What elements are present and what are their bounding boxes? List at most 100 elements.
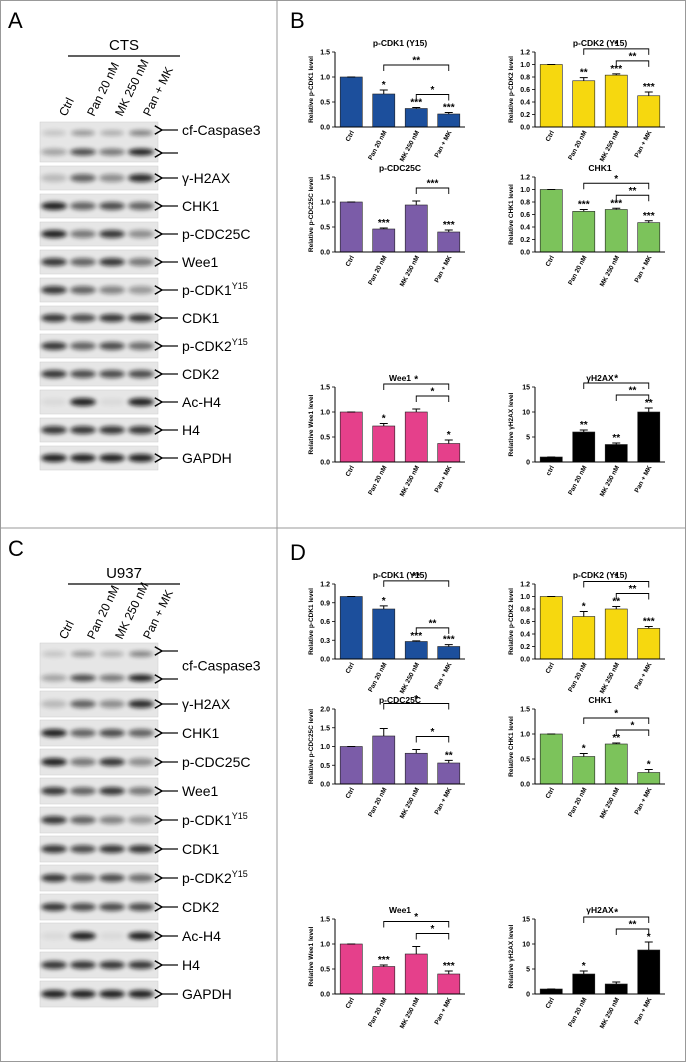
y-tick-label: 0.5 [320,435,330,442]
bar [404,108,428,128]
y-axis-label: Relative Wee1 level [308,394,315,454]
bracket-label: * [414,694,418,705]
x-tick-label: MK 250 nM [399,787,421,820]
band-name: H4 [182,957,200,973]
band [41,787,67,795]
bracket-label: ** [412,571,420,582]
x-tick-label: Pan 20 nM [367,130,388,162]
y-axis-label: Relative γH2AX level [508,924,515,988]
band-name: CHK1 [182,198,220,214]
significance: *** [410,98,422,109]
x-tick-label: Pan + MK [634,786,654,816]
band [128,148,154,156]
band-label: CHK1 [182,198,220,214]
band [41,454,67,462]
band [71,651,95,657]
band-name: p-CDC25C [182,226,250,242]
band-name: CHK1 [182,725,220,741]
bar [572,80,596,128]
significance: ** [580,68,588,79]
significance: *** [378,218,390,229]
band [128,990,154,998]
x-tick-label: Ctrl [545,786,557,799]
band-name: p-CDK1 [182,812,232,828]
band-label: Wee1 [182,783,219,799]
band-superscript: Y15 [232,281,248,291]
x-tick-label: Pan + MK [434,786,454,816]
significance: *** [610,198,622,209]
band-name: γ-H2AX [182,696,231,712]
y-tick-label: 1.2 [320,582,330,589]
band-label: GAPDH [182,986,232,1002]
bracket [383,580,450,587]
bar [339,596,363,660]
significance: *** [443,220,455,231]
band-name: cf-Caspase3 [182,658,261,674]
y-tick-label: 0.4 [520,632,530,639]
band [99,286,125,294]
band [128,874,154,882]
cell-line: U937 [106,565,142,582]
y-tick-label: 0.3 [320,638,330,645]
band-label: CHK1 [182,725,220,741]
bracket-label: ** [412,56,420,67]
x-tick-label: Ctrl [545,129,557,142]
band-name: CDK2 [182,899,220,915]
x-tick-label: MK 250 nM [399,662,421,695]
band-name: p-CDC25C [182,754,250,770]
x-tick-label: Ctrl [345,464,357,477]
y-axis-label: Relative p-CDC25C level [308,709,315,784]
bar [539,64,563,128]
y-tick-label: 0.2 [520,237,530,244]
band [99,787,125,795]
band-label: cf-Caspase3 [182,658,261,674]
band [100,651,124,657]
bar [604,209,628,253]
bracket [583,581,650,588]
chart-title: p-CDK1 (Y15) [373,570,427,580]
x-tick-label: MK 250 nM [599,787,621,820]
significance: * [382,596,386,607]
bar [437,113,461,128]
band [41,342,67,350]
band-name: cf-Caspase3 [182,122,261,138]
band [41,903,67,911]
band [70,426,96,434]
bracket-label: * [414,912,418,923]
band-label: p-CDC25C [182,754,250,770]
bar [539,189,563,253]
band [70,174,96,182]
y-tick-label: 1.0 [320,942,330,949]
x-tick-label: MK 250 nM [599,130,621,163]
x-tick-label: Pan + MK [434,254,454,284]
band [70,454,96,462]
chart-title: p-CDK2 (Y15) [573,38,627,48]
bracket-label: * [614,908,618,919]
x-tick-label: Pan 20 nM [567,255,588,287]
y-tick-label: 1.0 [320,744,330,751]
chart-title: Wee1 [389,905,411,915]
band [70,816,96,824]
significance: * [382,80,386,91]
y-tick-label: 0.5 [320,967,330,974]
band [41,398,67,406]
band-label: p-CDK2Y15 [182,337,248,354]
band [128,845,154,853]
band [70,700,96,708]
band [41,990,67,998]
y-tick-label: 0.6 [520,212,530,219]
x-tick-label: Pan + MK [634,464,654,494]
chart-title: CHK1 [588,695,611,705]
bracket-label: ** [629,51,637,62]
band [128,314,154,322]
band [128,454,154,462]
lane-label: Ctrl [56,618,77,641]
bracket [615,394,650,401]
y-tick-label: 0.9 [320,600,330,607]
band [70,874,96,882]
y-axis-label: Relative p-CDK2 level [508,56,515,123]
band [99,370,125,378]
x-tick-label: Ctrl [545,254,557,267]
bracket-label: *** [427,179,439,190]
